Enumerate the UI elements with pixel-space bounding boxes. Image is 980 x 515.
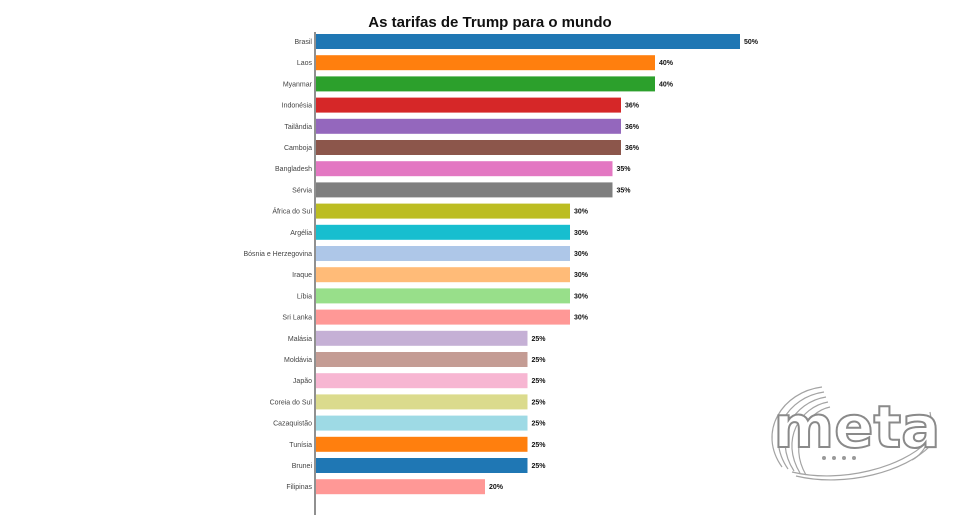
meta-logo-watermark: meta — [771, 386, 937, 481]
value-label-1: 40% — [659, 60, 674, 67]
bar-6 — [316, 161, 613, 177]
value-label-14: 25% — [532, 336, 547, 343]
value-label-20: 25% — [532, 463, 547, 470]
bar-0 — [316, 34, 740, 49]
bar-8 — [316, 203, 570, 219]
bar-2 — [316, 76, 655, 92]
category-label-14: Malásia — [288, 336, 312, 343]
value-label-15: 25% — [532, 357, 547, 364]
bars-layer: Brasil 50% Laos 40% Myanmar 40% Indonésia 36% Ta… — [244, 34, 759, 495]
value-label-13: 30% — [574, 315, 589, 322]
category-label-12: Líbia — [297, 293, 312, 300]
category-label-3: Indonésia — [282, 103, 312, 110]
value-label-3: 36% — [625, 103, 640, 110]
bar-15 — [316, 352, 528, 367]
bar-14 — [316, 330, 528, 346]
value-label-12: 30% — [574, 293, 589, 300]
category-label-7: Sérvia — [292, 187, 312, 194]
bar-9 — [316, 224, 570, 240]
category-label-0: Brasil — [294, 39, 312, 46]
category-label-18: Cazaquistão — [273, 421, 312, 428]
value-label-8: 30% — [574, 209, 589, 216]
category-label-8: África do Sul — [272, 207, 312, 216]
bar-11 — [316, 267, 570, 283]
value-label-4: 36% — [625, 124, 640, 131]
bar-17 — [316, 394, 528, 410]
bar-7 — [316, 182, 613, 198]
value-label-11: 30% — [574, 272, 589, 279]
bar-13 — [316, 309, 570, 325]
category-label-1: Laos — [297, 60, 313, 67]
value-label-6: 35% — [617, 166, 632, 173]
chart-title: As tarifas de Trump para o mundo — [368, 14, 612, 31]
category-label-13: Sri Lanka — [282, 315, 312, 322]
bar-20 — [316, 458, 528, 473]
category-label-17: Coreia do Sul — [270, 399, 313, 406]
category-label-4: Tailândia — [284, 124, 312, 131]
value-label-0: 50% — [744, 39, 759, 46]
bar-10 — [316, 246, 570, 261]
category-label-19: Tunísia — [289, 442, 312, 449]
bar-21 — [316, 479, 485, 495]
category-label-9: Argélia — [290, 230, 312, 237]
bar-16 — [316, 373, 528, 389]
category-label-2: Myanmar — [283, 81, 313, 88]
value-label-9: 30% — [574, 230, 589, 237]
category-label-6: Bangladesh — [275, 166, 312, 173]
bar-5 — [316, 140, 621, 155]
value-label-19: 25% — [532, 442, 547, 449]
category-label-16: Japão — [293, 378, 312, 385]
value-label-18: 25% — [532, 421, 547, 428]
value-label-21: 20% — [489, 484, 504, 491]
category-label-5: Camboja — [284, 145, 312, 152]
category-label-20: Brunei — [292, 463, 313, 470]
category-label-21: Filipinas — [286, 484, 312, 491]
category-label-15: Moldávia — [284, 357, 312, 364]
category-label-11: Iraque — [292, 272, 312, 279]
bar-12 — [316, 288, 570, 304]
watermark-text: meta — [774, 393, 937, 461]
value-label-10: 30% — [574, 251, 589, 258]
category-label-10: Bósnia e Herzegovina — [244, 251, 313, 258]
bar-4 — [316, 118, 621, 134]
bar-3 — [316, 97, 621, 113]
value-label-7: 35% — [617, 187, 632, 194]
value-label-17: 25% — [532, 399, 547, 406]
bar-18 — [316, 415, 528, 431]
value-label-2: 40% — [659, 81, 674, 88]
value-label-5: 36% — [625, 145, 640, 152]
bar-1 — [316, 55, 655, 71]
bar-19 — [316, 436, 528, 452]
value-label-16: 25% — [532, 378, 547, 385]
